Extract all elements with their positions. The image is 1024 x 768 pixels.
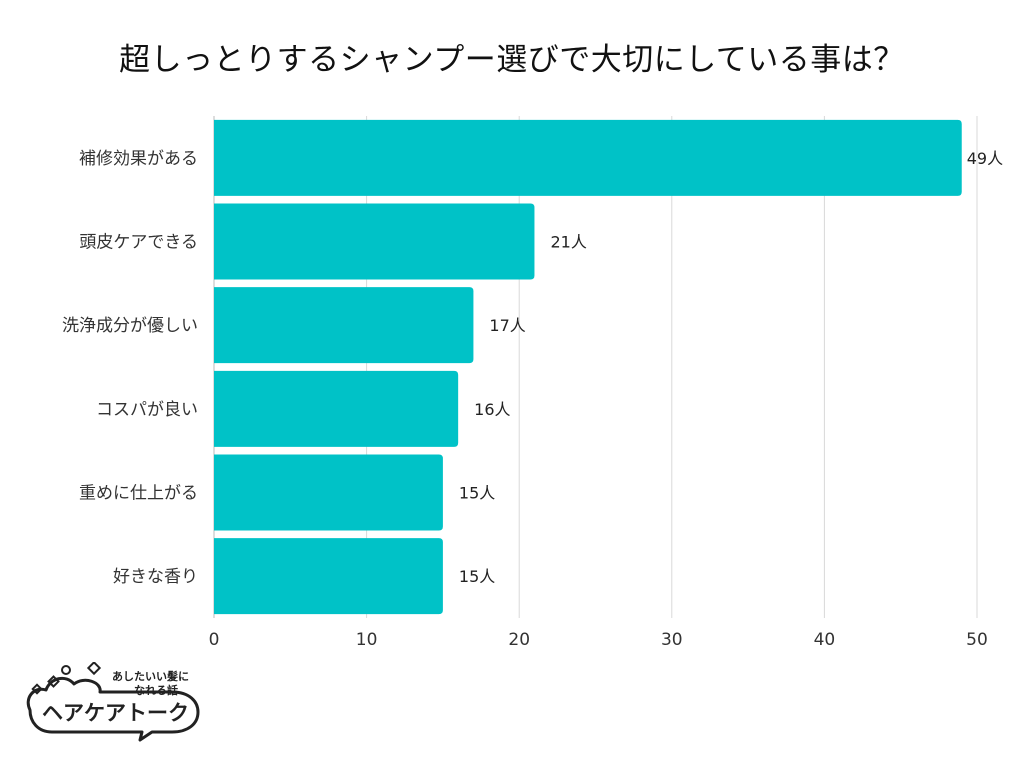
x-tick-label: 0 bbox=[209, 630, 220, 650]
brand-logo: あしたいい髪に なれる話 ヘアケアトーク bbox=[26, 662, 200, 742]
category-label: コスパが良い bbox=[96, 400, 198, 420]
data-label: 16人 bbox=[474, 400, 510, 419]
data-label: 49人 bbox=[967, 149, 1003, 168]
data-label: 21人 bbox=[550, 233, 586, 252]
logo-tagline-line2: なれる話 bbox=[134, 683, 178, 697]
x-tick-label: 30 bbox=[661, 630, 683, 650]
logo-cloud-icon bbox=[26, 662, 200, 742]
bar bbox=[214, 454, 443, 531]
x-tick-label: 10 bbox=[356, 630, 378, 650]
bar bbox=[214, 370, 459, 447]
chart-title: 超しっとりするシャンプー選びで大切にしている事は？ bbox=[119, 42, 905, 78]
data-label: 15人 bbox=[459, 567, 495, 586]
data-label: 15人 bbox=[459, 484, 495, 503]
x-tick-label: 40 bbox=[814, 630, 836, 650]
bar bbox=[214, 119, 962, 196]
bar bbox=[214, 203, 535, 280]
category-label: 重めに仕上がる bbox=[79, 484, 198, 504]
x-tick-label: 20 bbox=[508, 630, 530, 650]
logo-name: ヘアケアトーク bbox=[42, 701, 189, 725]
category-label: 洗浄成分が優しい bbox=[62, 316, 198, 336]
data-label: 17人 bbox=[489, 316, 525, 335]
grid-lines bbox=[213, 116, 978, 618]
category-label: 頭皮ケアできる bbox=[79, 233, 198, 253]
bar bbox=[214, 287, 474, 364]
logo-tagline-line1: あしたいい髪に bbox=[112, 669, 189, 683]
category-label: 好きな香り bbox=[113, 567, 198, 587]
x-tick-label: 50 bbox=[966, 630, 988, 650]
bar bbox=[214, 538, 443, 615]
category-label: 補修効果がある bbox=[79, 149, 198, 169]
bars bbox=[214, 119, 962, 615]
